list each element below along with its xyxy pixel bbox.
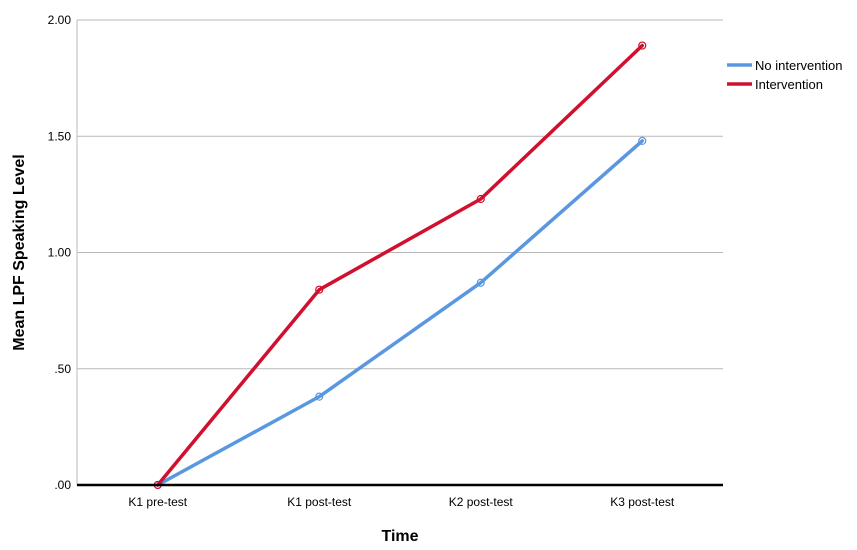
y-tick-label: .00 — [54, 478, 71, 492]
x-axis-title: Time — [381, 528, 418, 545]
y-axis-title: Mean LPF Speaking Level — [11, 154, 28, 351]
series-0 — [153, 136, 647, 490]
legend-item: No intervention — [727, 58, 842, 73]
data-point — [638, 41, 647, 50]
x-tick-label: K2 post-test — [449, 495, 514, 509]
legend-label: No intervention — [755, 58, 842, 73]
y-tick-label: 1.50 — [48, 129, 72, 143]
series-line — [156, 139, 644, 487]
data-point — [315, 392, 324, 401]
legend-item: Intervention — [727, 77, 823, 92]
y-tick-label: .50 — [54, 362, 71, 376]
data-point — [638, 136, 647, 145]
data-point — [476, 278, 485, 287]
y-tick-label: 1.00 — [48, 246, 72, 260]
y-tick-label: 2.00 — [48, 13, 72, 27]
gridlines — [76, 19, 723, 485]
x-tick-label: K3 post-test — [610, 495, 675, 509]
series-line — [156, 43, 644, 487]
series-1 — [153, 41, 647, 490]
x-tick-label: K1 post-test — [287, 495, 352, 509]
x-tick-labels: K1 pre-test K1 post-test K2 post-test K3 po… — [128, 495, 675, 509]
data-point — [315, 285, 324, 294]
y-tick-labels: .00 .50 1.00 1.50 2.00 — [48, 13, 72, 492]
x-tick-label: K1 pre-test — [128, 495, 187, 509]
legend-label: Intervention — [755, 77, 823, 92]
series-lines — [153, 41, 647, 490]
data-point — [476, 194, 485, 204]
legend: No intervention Intervention — [727, 58, 842, 92]
